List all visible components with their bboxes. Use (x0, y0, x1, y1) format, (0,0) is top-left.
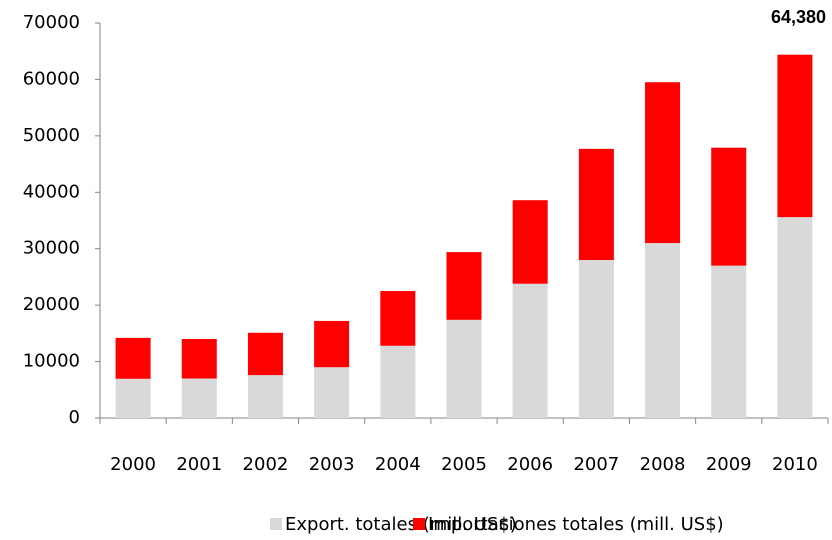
bar-segment (645, 243, 681, 418)
x-tick-label: 2000 (110, 454, 156, 475)
bar-segment (314, 320, 350, 368)
bar-segment (645, 82, 681, 244)
y-tick-label: 50000 (23, 125, 80, 146)
bar-segment (777, 217, 813, 418)
x-tick-label: 2001 (176, 454, 222, 475)
x-tick-label: 2004 (375, 454, 421, 475)
bar-segment (446, 319, 482, 418)
bar-segment (512, 200, 548, 284)
bar-segment (446, 252, 482, 320)
bar-segment (512, 283, 548, 418)
legend-label: Export. totales (mill. US$) (285, 514, 517, 535)
legend-swatch (270, 518, 282, 530)
legend-label: Importaciones totales (mill. US$) (428, 514, 724, 535)
bar-segment (247, 375, 283, 418)
bar-segment (380, 291, 416, 346)
bar-segment (181, 378, 217, 418)
bar-segment (380, 345, 416, 418)
x-tick-label: 2006 (507, 454, 553, 475)
y-tick-label: 20000 (23, 294, 80, 315)
bar-segment (711, 265, 747, 418)
bar-segment (115, 378, 151, 418)
y-tick-label: 0 (69, 407, 80, 428)
y-tick-label: 60000 (23, 68, 80, 89)
x-tick-label: 2008 (640, 454, 686, 475)
y-tick-label: 70000 (23, 12, 80, 33)
y-tick-label: 10000 (23, 351, 80, 372)
bar-segment (247, 332, 283, 376)
annotation: 64,380 (771, 7, 826, 27)
bar-segment (777, 54, 813, 218)
bar-segment (578, 148, 614, 260)
bar-segment (181, 339, 217, 379)
bar-segment (115, 337, 151, 379)
x-tick-label: 2002 (243, 454, 289, 475)
legend-swatch (413, 518, 425, 530)
x-tick-label: 2010 (772, 454, 818, 475)
y-tick-label: 30000 (23, 238, 80, 259)
bar-segment (578, 260, 614, 418)
y-tick-label: 40000 (23, 181, 80, 202)
bar-segment (314, 367, 350, 418)
bar-segment (711, 147, 747, 266)
x-tick-label: 2003 (309, 454, 355, 475)
x-tick-label: 2005 (441, 454, 487, 475)
x-tick-label: 2007 (573, 454, 619, 475)
x-tick-label: 2009 (706, 454, 752, 475)
